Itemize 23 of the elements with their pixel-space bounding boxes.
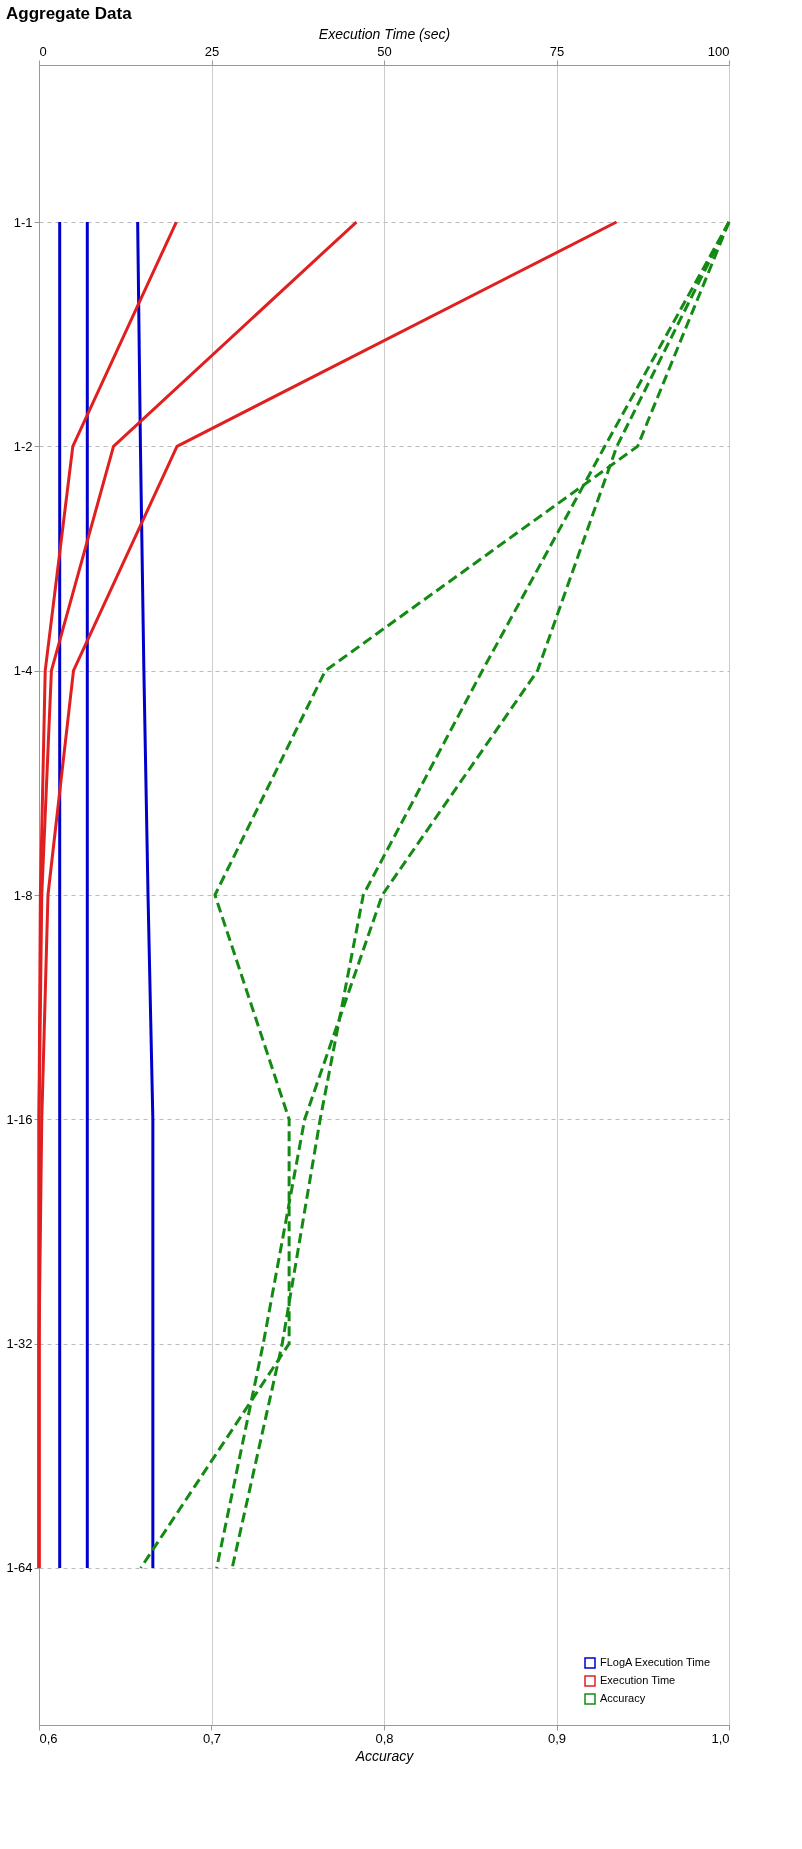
- x-tick-label: 0,7: [202, 1730, 222, 1746]
- chart-title: Aggregate Data: [5, 4, 133, 23]
- x2-tick-label: 50: [377, 43, 392, 59]
- y-tick-label: 1-32: [6, 1336, 33, 1352]
- y-tick-label: 1-16: [6, 1111, 33, 1127]
- x2-tick-label: 75: [549, 43, 565, 59]
- x2-tick-label: 0: [39, 43, 47, 59]
- x-tick-label: 0,6: [39, 1730, 58, 1746]
- y-tick-label: 1-4: [13, 663, 33, 679]
- x2-tick-label: 100: [707, 43, 730, 59]
- x-tick-label: 1,0: [711, 1730, 730, 1746]
- x-tick-label: 0,8: [375, 1730, 394, 1746]
- legend-label: FLogA Execution Time: [600, 1656, 711, 1668]
- x-axis-title: Accuracy: [354, 1747, 415, 1764]
- y-tick-label: 1-8: [13, 887, 33, 903]
- x2-axis-title: Execution Time (sec): [318, 25, 451, 42]
- x2-tick-label: 25: [204, 43, 220, 59]
- legend-label: Accuracy: [600, 1692, 646, 1704]
- y-tick-label: 1-2: [13, 438, 33, 454]
- y-tick-label: 1-64: [6, 1560, 33, 1576]
- x-tick-label: 0,9: [547, 1730, 567, 1746]
- legend-label: Execution Time: [600, 1674, 676, 1686]
- y-tick-label: 1-1: [13, 214, 33, 230]
